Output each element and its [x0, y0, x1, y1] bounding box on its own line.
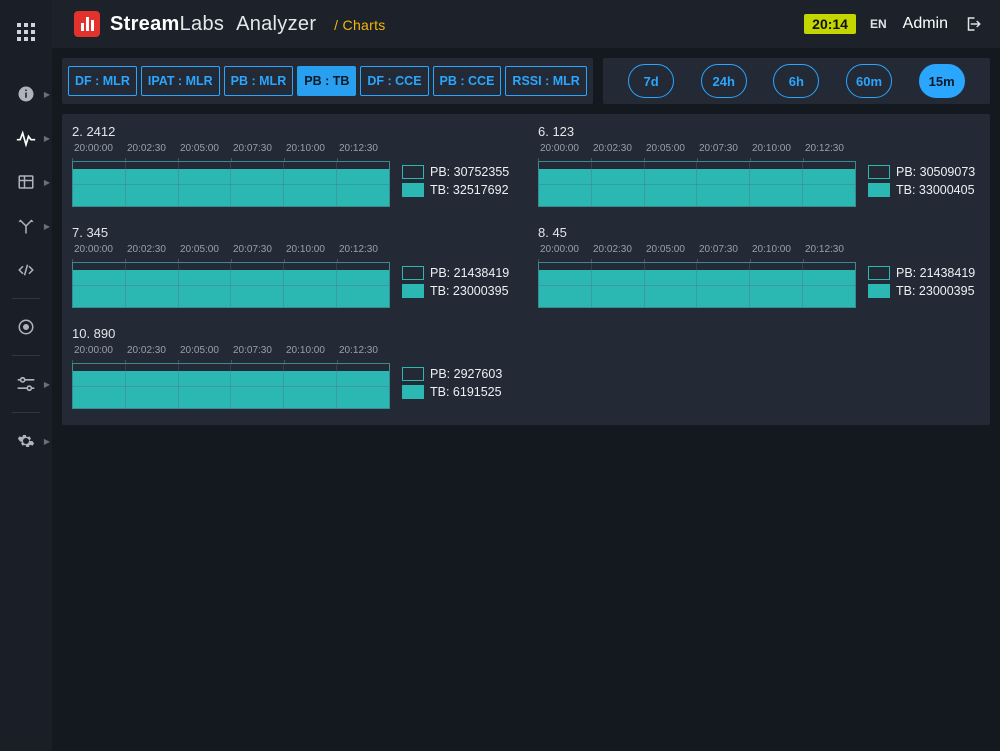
- range-pill[interactable]: 15m: [919, 64, 965, 98]
- chart-title: 2. 2412: [72, 124, 514, 139]
- legend-label-tb: TB: 23000395: [430, 284, 509, 298]
- brand: StreamLabs Analyzer Charts: [110, 13, 386, 36]
- clock: 20:14: [804, 14, 856, 34]
- branch-icon: [17, 217, 35, 235]
- nav-info[interactable]: ▶: [0, 72, 52, 116]
- chart-plot: 20:00:0020:02:3020:05:0020:07:3020:10:00…: [538, 143, 856, 207]
- chart-plot: 20:00:0020:02:3020:05:0020:07:3020:10:00…: [72, 345, 390, 409]
- metric-chip[interactable]: DF : CCE: [360, 66, 428, 96]
- legend-swatch-pb: [402, 367, 424, 381]
- legend-swatch-tb: [868, 284, 890, 298]
- nav-charts[interactable]: ▶: [0, 116, 52, 160]
- chart-legend: PB: 30752355 TB: 32517692: [402, 143, 509, 197]
- metric-chip[interactable]: PB : MLR: [224, 66, 294, 96]
- legend-swatch-pb: [402, 266, 424, 280]
- language-switch[interactable]: EN: [870, 17, 887, 31]
- chart-plot: 20:00:0020:02:3020:05:0020:07:3020:10:00…: [72, 244, 390, 308]
- range-pill-row: 7d 24h 6h 60m 15m: [603, 58, 990, 104]
- nav-tables[interactable]: ▶: [0, 160, 52, 204]
- legend-label-pb: PB: 2927603: [430, 367, 502, 381]
- legend-swatch-pb: [868, 165, 890, 179]
- legend-label-pb: PB: 30752355: [430, 165, 509, 179]
- legend-swatch-tb: [402, 284, 424, 298]
- chevron-right-icon: ▶: [44, 178, 50, 187]
- sliders-icon: [16, 376, 36, 392]
- chevron-right-icon: ▶: [44, 90, 50, 99]
- charts-grid: 2. 2412 20:00:0020:02:3020:05:0020:07:302…: [62, 114, 990, 425]
- chart-legend: PB: 30509073 TB: 33000405: [868, 143, 975, 197]
- nav-record[interactable]: [0, 305, 52, 349]
- chart-title: 6. 123: [538, 124, 980, 139]
- nav-separator: [12, 412, 40, 413]
- filter-bar: DF : MLRIPAT : MLRPB : MLRPB : TBDF : CC…: [52, 48, 1000, 112]
- legend-swatch-tb: [402, 385, 424, 399]
- range-pill[interactable]: 6h: [773, 64, 819, 98]
- legend-label-tb: TB: 23000395: [896, 284, 975, 298]
- legend-swatch-pb: [868, 266, 890, 280]
- record-icon: [17, 318, 35, 336]
- chart-block: 8. 45 20:00:0020:02:3020:05:0020:07:3020:…: [538, 225, 980, 308]
- metric-chip[interactable]: RSSI : MLR: [505, 66, 586, 96]
- brand-bold: Stream: [110, 13, 180, 35]
- main: StreamLabs Analyzer Charts 20:14 EN Admi…: [52, 0, 1000, 751]
- nav-apps[interactable]: [0, 10, 52, 54]
- chart-block: 2. 2412 20:00:0020:02:3020:05:0020:07:302…: [72, 124, 514, 207]
- chart-plot: 20:00:0020:02:3020:05:0020:07:3020:10:00…: [72, 143, 390, 207]
- nav-separator: [12, 298, 40, 299]
- code-icon: [16, 261, 36, 279]
- chart-block: 10. 890 20:00:0020:02:3020:05:0020:07:302…: [72, 326, 514, 409]
- legend-label-tb: TB: 33000405: [896, 183, 975, 197]
- table-icon: [17, 173, 35, 191]
- legend-label-pb: PB: 21438419: [896, 266, 975, 280]
- breadcrumb[interactable]: Charts: [334, 17, 385, 33]
- legend-label-pb: PB: 21438419: [430, 266, 509, 280]
- charts-panel: 2. 2412 20:00:0020:02:3020:05:0020:07:302…: [52, 112, 1000, 435]
- chart-plot: 20:00:0020:02:3020:05:0020:07:3020:10:00…: [538, 244, 856, 308]
- range-pill[interactable]: 60m: [846, 64, 892, 98]
- legend-label-tb: TB: 32517692: [430, 183, 509, 197]
- legend-label-tb: TB: 6191525: [430, 385, 502, 399]
- legend-swatch-tb: [402, 183, 424, 197]
- nav-code[interactable]: [0, 248, 52, 292]
- range-pill[interactable]: 7d: [628, 64, 674, 98]
- chart-pulse-icon: [16, 129, 36, 147]
- side-nav: ▶ ▶ ▶ ▶ ▶ ▶: [0, 0, 52, 751]
- logout-button[interactable]: [964, 15, 982, 33]
- legend-label-pb: PB: 30509073: [896, 165, 975, 179]
- brand-logo: [74, 11, 100, 37]
- range-pill[interactable]: 24h: [701, 64, 747, 98]
- nav-settings[interactable]: ▶: [0, 419, 52, 463]
- header: StreamLabs Analyzer Charts 20:14 EN Admi…: [52, 0, 1000, 48]
- chevron-right-icon: ▶: [44, 380, 50, 389]
- chevron-right-icon: ▶: [44, 437, 50, 446]
- metric-chip[interactable]: PB : CCE: [433, 66, 502, 96]
- chart-block: 7. 345 20:00:0020:02:3020:05:0020:07:3020…: [72, 225, 514, 308]
- section-title: Analyzer: [236, 13, 316, 35]
- nav-separator: [12, 355, 40, 356]
- chevron-right-icon: ▶: [44, 134, 50, 143]
- metric-chip-row: DF : MLRIPAT : MLRPB : MLRPB : TBDF : CC…: [62, 58, 593, 104]
- nav-tune[interactable]: ▶: [0, 362, 52, 406]
- chart-block: 6. 123 20:00:0020:02:3020:05:0020:07:3020…: [538, 124, 980, 207]
- chart-legend: PB: 21438419 TB: 23000395: [868, 244, 975, 298]
- gear-icon: [17, 432, 35, 450]
- legend-swatch-tb: [868, 183, 890, 197]
- metric-chip[interactable]: PB : TB: [297, 66, 356, 96]
- metric-chip[interactable]: DF : MLR: [68, 66, 137, 96]
- chart-title: 10. 890: [72, 326, 514, 341]
- chart-legend: PB: 2927603 TB: 6191525: [402, 345, 502, 399]
- brand-thin: Labs: [180, 13, 225, 35]
- apps-grid-icon: [17, 23, 35, 41]
- chart-title: 8. 45: [538, 225, 980, 240]
- logout-icon: [964, 15, 982, 33]
- user-name[interactable]: Admin: [903, 15, 948, 33]
- chart-legend: PB: 21438419 TB: 23000395: [402, 244, 509, 298]
- metric-chip[interactable]: IPAT : MLR: [141, 66, 220, 96]
- chart-title: 7. 345: [72, 225, 514, 240]
- legend-swatch-pb: [402, 165, 424, 179]
- nav-routing[interactable]: ▶: [0, 204, 52, 248]
- info-icon: [17, 85, 35, 103]
- chevron-right-icon: ▶: [44, 222, 50, 231]
